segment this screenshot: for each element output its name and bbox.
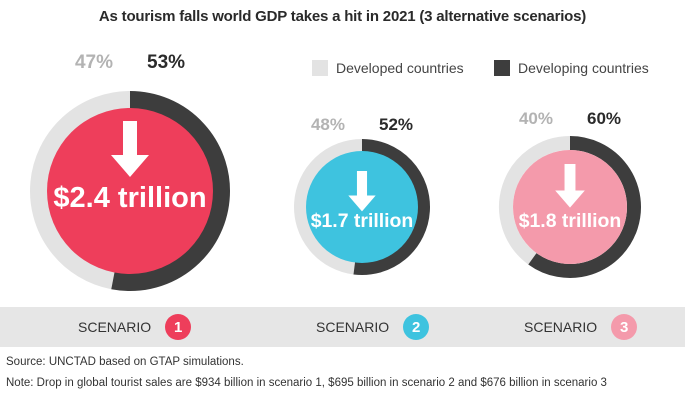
scenario-1-gdp-circle (47, 108, 213, 274)
scenario-2-gdp-drop-value: $1.7 trillion (311, 210, 414, 232)
scenario-3-label: SCENARIO 3 (524, 307, 638, 347)
scenario-1-gdp-drop-value: $2.4 trillion (53, 182, 206, 214)
footer-note: Note: Drop in global tourist sales are $… (6, 377, 607, 389)
scenario-1-developing-pct: 53% (147, 52, 185, 73)
legend-developed: Developed countries (312, 58, 464, 78)
chart-title: As tourism falls world GDP takes a hit i… (98, 8, 587, 25)
scenario-1-text: SCENARIO (78, 319, 152, 335)
scenario-3-text: SCENARIO (524, 319, 598, 335)
legend-developed-label: Developed countries (336, 60, 464, 76)
scenario-band: SCENARIO 1 SCENARIO 2 SCENARIO 3 (0, 307, 685, 347)
scenario-1-label: SCENARIO 1 (78, 307, 192, 347)
scenario-1-down-arrow-icon (111, 121, 149, 177)
scenario-2-developing-arc (353, 139, 430, 275)
scenario-2-text: SCENARIO (316, 319, 390, 335)
legend-developing-label: Developing countries (518, 60, 649, 76)
scenario-3-badge: 3 (611, 314, 638, 340)
scenario-2-label: SCENARIO 2 (316, 307, 430, 347)
scenario-3-developing-pct: 60% (587, 109, 621, 128)
scenario-1-developing-arc (111, 91, 230, 291)
legend-developing: Developing countries (494, 58, 649, 78)
scenario-2-developing-pct: 52% (379, 115, 413, 134)
scenario-3-developed-arc (499, 136, 571, 265)
legend-developed-swatch (312, 60, 328, 76)
scenario-3-down-arrow-icon (555, 164, 585, 208)
scenario-2-developed-arc (294, 139, 363, 275)
scenario-1-badge: 1 (165, 314, 192, 340)
scenario-3-developing-arc (528, 136, 641, 278)
scenario-3-developed-pct: 40% (519, 109, 553, 128)
scenario-1-developed-arc (30, 91, 131, 290)
scenario-2-down-arrow-icon (348, 171, 376, 212)
footer-source: Source: UNCTAD based on GTAP simulations… (6, 356, 244, 368)
scenario-2-badge: 2 (403, 314, 430, 340)
scenario-2-developed-pct: 48% (311, 115, 345, 134)
scenario-3-gdp-drop-value: $1.8 trillion (519, 210, 622, 232)
scenario-1-developed-pct: 47% (75, 52, 113, 73)
legend-developing-swatch (494, 60, 510, 76)
